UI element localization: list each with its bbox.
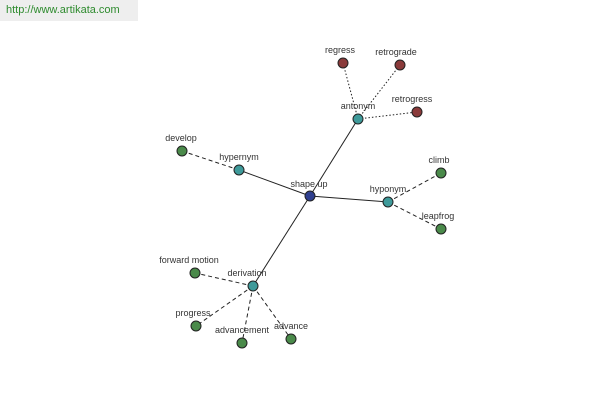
node-label: shape up (290, 179, 327, 189)
node-label: develop (165, 133, 197, 143)
edge (387, 172, 442, 203)
node (247, 280, 259, 292)
edge (252, 195, 311, 287)
edge (238, 169, 311, 197)
node (304, 190, 316, 202)
node (337, 57, 349, 69)
edge (241, 285, 254, 344)
watermark-text: http://www.artikata.com (6, 4, 120, 16)
edge (357, 64, 401, 120)
node (435, 167, 447, 179)
edge (387, 201, 442, 230)
node (382, 196, 394, 208)
edge (357, 111, 418, 120)
node (236, 337, 248, 349)
node-label: hypernym (219, 152, 259, 162)
node-label: retrograde (375, 47, 417, 57)
node (394, 59, 406, 71)
node (285, 333, 297, 345)
edge (342, 62, 359, 120)
node (190, 320, 202, 332)
node (435, 223, 447, 235)
node (176, 145, 188, 157)
node-label: forward motion (159, 255, 219, 265)
edge (309, 195, 389, 203)
node-label: advance (274, 321, 308, 331)
edge (309, 118, 359, 197)
edge (195, 285, 254, 327)
node-label: regress (325, 45, 356, 55)
node (189, 267, 201, 279)
edge (181, 150, 240, 171)
node-label: hyponym (370, 184, 407, 194)
node-label: antonym (341, 101, 376, 111)
node-label: retrogress (392, 94, 433, 104)
node-label: derivation (227, 268, 266, 278)
edge (194, 272, 254, 287)
edge (252, 285, 292, 340)
node-label: progress (175, 308, 211, 318)
watermark: http://www.artikata.com (0, 0, 138, 21)
node (352, 113, 364, 125)
node (233, 164, 245, 176)
node (411, 106, 423, 118)
node-label: advancement (215, 325, 270, 335)
node-label: leapfrog (422, 211, 455, 221)
node-label: climb (428, 155, 449, 165)
